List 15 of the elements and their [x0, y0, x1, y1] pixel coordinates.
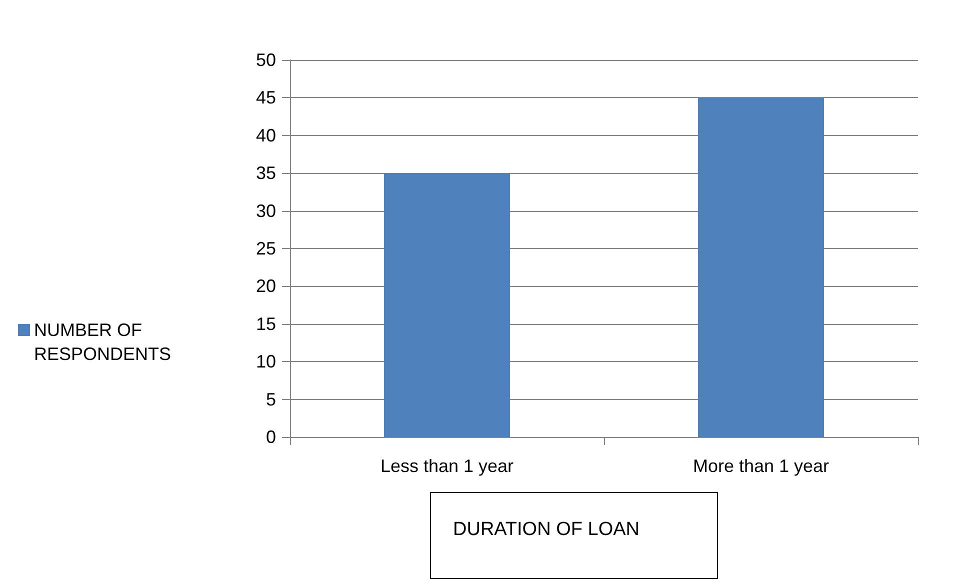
y-tick-label: 35 — [256, 163, 276, 184]
y-tick-label: 0 — [266, 427, 276, 447]
y-tick-label: 10 — [256, 352, 276, 372]
y-tick-label: 25 — [256, 238, 276, 258]
y-tick-label: 30 — [256, 200, 276, 221]
legend-label: NUMBER OF RESPONDENTS — [34, 319, 172, 366]
y-tick-label: 5 — [266, 389, 276, 410]
y-tick-label: 45 — [256, 88, 276, 108]
y-tick-label: 20 — [256, 276, 276, 296]
y-tick-label: 40 — [256, 125, 276, 146]
x-tick-label: Less than 1 year — [380, 456, 514, 476]
x-tick-label: More than 1 year — [692, 456, 830, 476]
x-axis-title: DURATION OF LOAN — [430, 492, 718, 579]
y-tick-label: 50 — [256, 50, 276, 70]
y-tick-label: 15 — [256, 314, 276, 334]
